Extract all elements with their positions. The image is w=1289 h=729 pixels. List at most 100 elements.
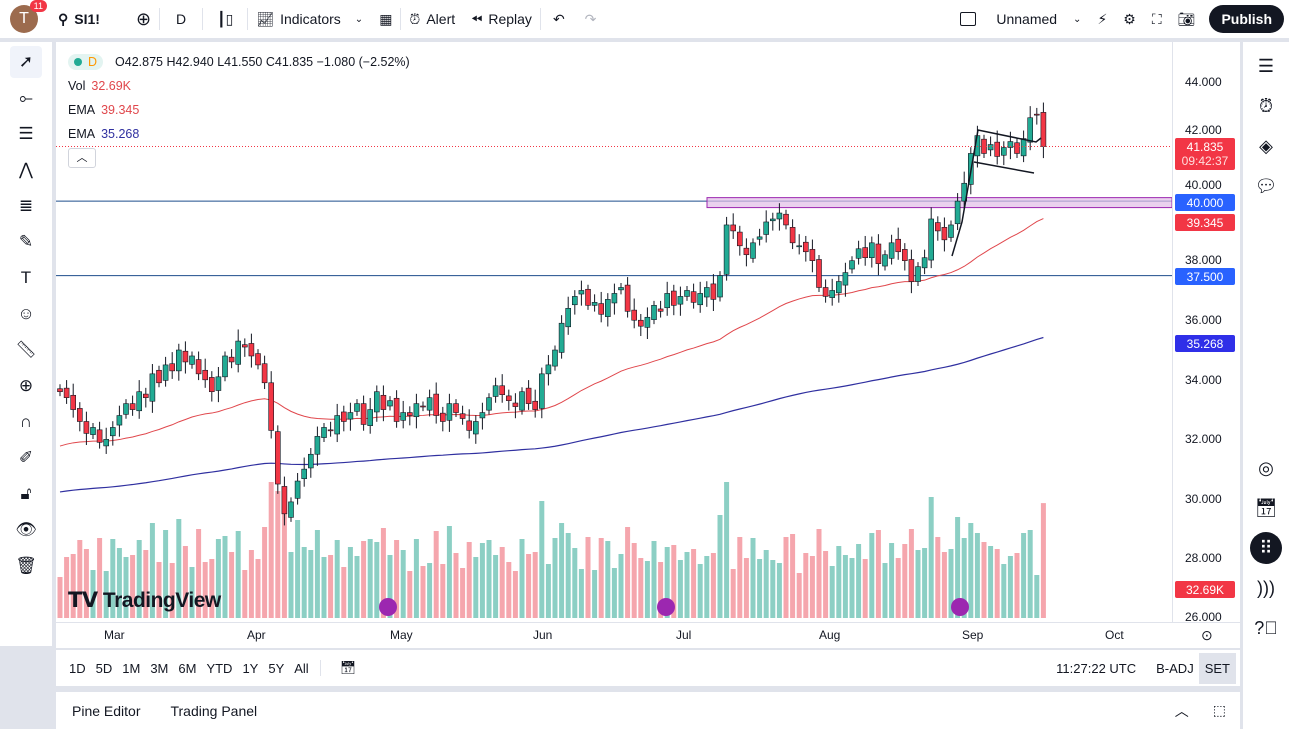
watchlist-icon: ☰ (1257, 55, 1275, 76)
maximize-panel-button[interactable]: ⬚ (1213, 702, 1226, 719)
candle-body (321, 427, 327, 438)
lock-drawings-tool[interactable]: 🔓︎ (10, 478, 42, 510)
price-axis[interactable]: 26.000 28.000 30.000 32.000 34.000 36.000 38.0… (1172, 42, 1240, 625)
price-tick: 40.000 (1185, 178, 1222, 193)
forecast-tool[interactable]: ≣ (10, 190, 42, 222)
range-5y[interactable]: 5Y (268, 660, 285, 676)
undo-button[interactable]: ↶ (541, 0, 577, 38)
volume-bar (743, 558, 749, 618)
vol-value: 32.69K (91, 79, 132, 93)
market-status[interactable]: D (68, 54, 104, 70)
trend-line-tool[interactable]: ⟜ (10, 82, 42, 114)
expand-panel-button[interactable]: ︿ (1175, 701, 1189, 721)
emoji-tool[interactable]: ☺ (10, 298, 42, 330)
chevron-up-icon: ︿ (1174, 702, 1189, 719)
layout-menu[interactable]: Unnamed ⌄ (952, 0, 1089, 38)
compare-symbol-button[interactable]: ⊕ (135, 8, 152, 29)
candle-body (354, 403, 360, 412)
volume-legend[interactable]: Vol 32.69K (68, 74, 410, 98)
snapshot-button[interactable]: 📷︎ (1170, 0, 1204, 38)
calendar-button[interactable]: 📅︎ (1250, 492, 1282, 524)
volume-bar (598, 538, 604, 618)
pine-editor-tab[interactable]: Pine Editor (72, 702, 141, 719)
volume-bar (796, 573, 802, 618)
collapse-legend-button[interactable]: ︿ (68, 148, 96, 168)
redo-button[interactable]: ↷ (577, 0, 605, 38)
symbol-search[interactable]: ⚲ SI1! (50, 0, 108, 38)
volume-bar (427, 563, 433, 618)
watchlist-button[interactable]: ☰ (1250, 50, 1282, 82)
settings-button[interactable]: ⚙︎ (1115, 0, 1144, 38)
candle-body (670, 290, 677, 306)
range-all[interactable]: All (294, 660, 309, 676)
volume-bar (499, 547, 505, 618)
range-1y[interactable]: 1Y (242, 660, 259, 676)
candle-body (116, 415, 123, 426)
volume-bar (367, 539, 373, 618)
ideas-button[interactable]: ◎ (1250, 452, 1282, 484)
price-tick: 34.000 (1185, 372, 1222, 387)
volume-bar (64, 557, 70, 618)
text-tool[interactable]: T (10, 262, 42, 294)
hide-drawings-tool[interactable]: 👁︎ (10, 514, 42, 546)
session-toggle[interactable]: SET (1198, 652, 1236, 684)
alerts-button[interactable]: ⏰︎ (1250, 90, 1282, 122)
fullscreen-button[interactable]: ⛶ (1144, 0, 1170, 38)
range-ytd[interactable]: YTD (206, 660, 233, 676)
fib-tool[interactable]: ☰ (10, 118, 42, 150)
measure-tool[interactable]: 📏︎ (10, 334, 42, 366)
trading-panel-tab[interactable]: Trading Panel (170, 702, 258, 719)
volume-bar (856, 544, 862, 618)
interval-button[interactable]: D (176, 11, 187, 27)
range-3m[interactable]: 3M (150, 660, 169, 676)
pattern-tool[interactable]: ⋀ (10, 154, 42, 186)
ema2-legend[interactable]: EMA 35.268 (68, 122, 410, 146)
ruler-icon: 📏︎ (15, 340, 37, 359)
time-axis[interactable]: ⊙ Mar Apr May Jun Jul Aug Sep Oct (56, 622, 1240, 648)
range-6m[interactable]: 6M (178, 660, 197, 676)
volume-bar (281, 507, 287, 618)
help-button[interactable]: ?⃝ (1250, 612, 1282, 644)
back-adjust-toggle[interactable]: B-ADJ (1156, 660, 1194, 676)
axis-settings-icon[interactable]: ⊙ (1201, 627, 1213, 643)
chart-pane[interactable]: D O42.875 H42.940 L41.550 C41.835 −1.080 … (56, 42, 1240, 648)
range-5d[interactable]: 5D (95, 660, 113, 676)
volume-bar (809, 556, 815, 618)
alert-button[interactable]: ⏰︎ Alert (401, 0, 463, 38)
tradingview-logo[interactable]: 𝗧𝗩 TradingView (68, 588, 221, 613)
chart-type-button[interactable]: ┃▯ (203, 0, 247, 38)
magnet-tool[interactable]: ∩ (10, 406, 42, 438)
publish-button[interactable]: Publish (1209, 5, 1284, 33)
zoom-tool[interactable]: ⊕ (10, 370, 42, 402)
volume-bar (215, 539, 221, 618)
volume-bar (691, 549, 697, 618)
user-avatar[interactable]: T 11 (10, 0, 47, 33)
chat-button[interactable]: 💬︎ (1250, 170, 1282, 202)
cursor-tool[interactable]: ➚ (10, 46, 42, 78)
candle-body (505, 395, 512, 401)
volume-bar (1034, 575, 1040, 618)
indicators-button[interactable]: 📈︎ Indicators ⌄ (248, 0, 371, 38)
price-tick: 26.000 (1185, 610, 1222, 625)
flag-pole-line (951, 129, 1042, 257)
volume-bar (737, 537, 743, 618)
utc-clock[interactable]: 11:27:22 UTC (1056, 660, 1137, 676)
brush-tool[interactable]: ✎ (10, 226, 42, 258)
range-1d[interactable]: 1D (69, 660, 86, 676)
ema1-legend[interactable]: EMA 39.345 (68, 98, 410, 122)
range-1m[interactable]: 1M (122, 660, 141, 676)
remove-drawings-tool[interactable]: 🗑︎ (10, 550, 42, 582)
go-to-date-button[interactable]: 📅︎ (319, 660, 367, 676)
candle-body (387, 400, 393, 407)
templates-button[interactable]: ▦ (371, 0, 400, 38)
streams-button[interactable]: ))) (1250, 572, 1282, 604)
symbol-legend: D O42.875 H42.940 L41.550 C41.835 −1.080 … (68, 50, 410, 74)
replay-button[interactable]: ⏪︎ Replay (463, 0, 540, 38)
quick-search-button[interactable]: ⚡︎ (1089, 0, 1115, 38)
stay-drawing-tool[interactable]: ✐ (10, 442, 42, 474)
object-tree-button[interactable]: ◈ (1250, 130, 1282, 162)
resistance-zone (706, 197, 1173, 209)
price-chart[interactable] (56, 42, 1240, 648)
products-button[interactable]: ⠿ (1250, 532, 1282, 564)
candle-body (802, 241, 809, 253)
